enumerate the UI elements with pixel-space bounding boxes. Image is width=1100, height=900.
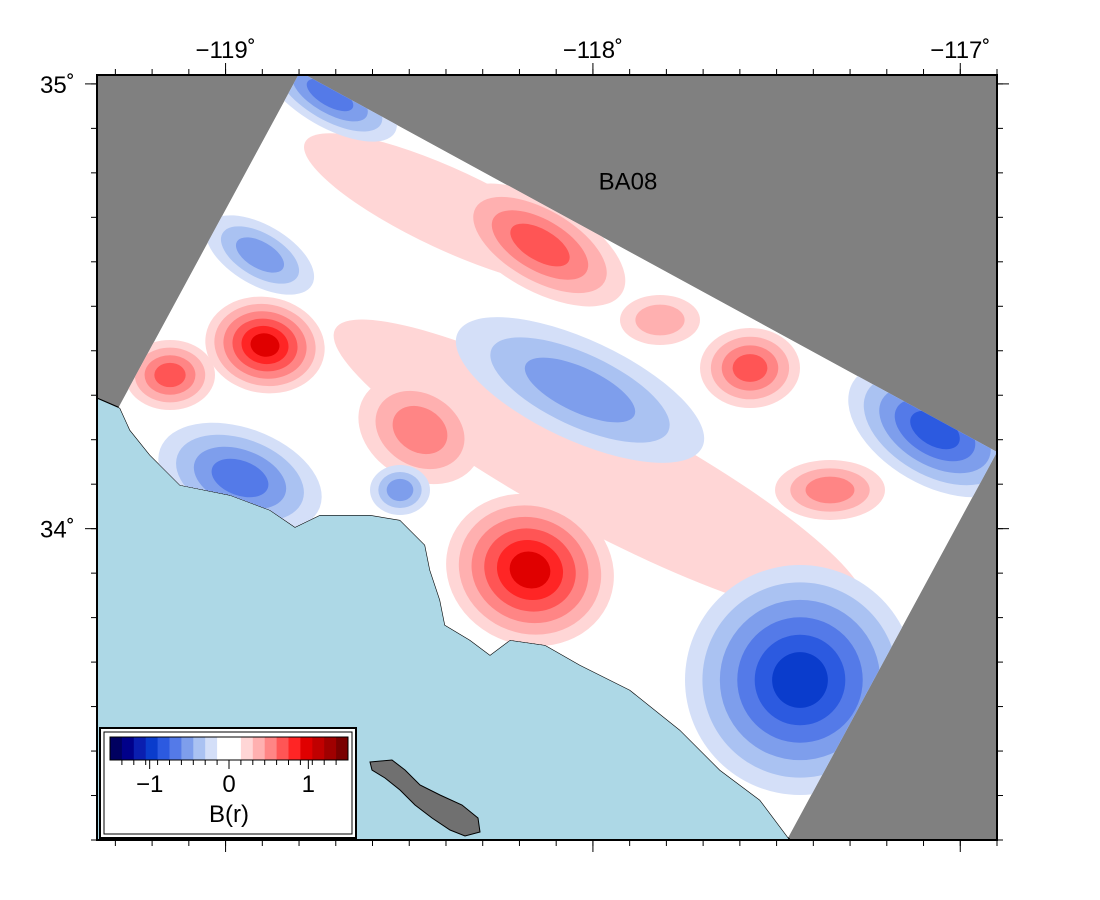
x-tick-label: −118˚ (563, 37, 623, 64)
colorbar-cell (217, 737, 230, 760)
y-tick-label: 34˚ (40, 517, 75, 544)
map-area (97, 75, 997, 840)
colorbar-cell (336, 737, 349, 760)
colorbar-cell (205, 737, 218, 760)
field-contour (510, 223, 570, 267)
field-contour (509, 551, 551, 589)
colorbar-cell (312, 737, 325, 760)
field-contour (235, 237, 285, 273)
field-contour (392, 405, 448, 455)
colorbar-tick-label: 0 (222, 771, 235, 798)
field-contour (250, 333, 280, 357)
colorbar-cell (240, 737, 254, 760)
legend-inner (103, 731, 353, 835)
colorbar-cell (133, 737, 147, 760)
field-contour (635, 304, 685, 336)
colorbar-cell (181, 737, 194, 760)
field-contour (306, 78, 354, 112)
field-contour (732, 354, 768, 382)
field-contour (524, 357, 636, 423)
field-contour (386, 478, 414, 502)
x-tick-label: −117˚ (930, 37, 990, 64)
colorbar-cell (145, 737, 159, 760)
field-contour (772, 652, 828, 708)
colorbar-cell (276, 737, 289, 760)
field-contour (211, 458, 269, 498)
field-contour (805, 476, 855, 504)
island (369, 759, 481, 837)
colorbar-cell (157, 737, 170, 760)
colorbar-cell (110, 737, 123, 760)
y-tick-label: 35˚ (40, 72, 75, 99)
colorbar-cell (324, 737, 337, 760)
x-tick-label: −119˚ (195, 37, 255, 64)
colorbar-cell (264, 737, 278, 760)
colorbar-cell (121, 737, 135, 760)
colorbar-cell (193, 737, 206, 760)
colorbar-cell (300, 737, 313, 760)
colorbar-cell (288, 737, 301, 760)
colorbar-cell (229, 737, 242, 760)
colorbar-cell (169, 737, 182, 760)
frame (96, 74, 998, 841)
colorbar-tick-label: 1 (302, 771, 315, 798)
colorbar-tick-label: −1 (136, 771, 163, 798)
colorbar-cell (252, 737, 266, 760)
map-label: BA08 (599, 168, 658, 195)
field (97, 75, 997, 840)
colorbar-label: B(r) (209, 801, 249, 828)
field-contour (333, 319, 867, 621)
field-contour (154, 362, 186, 388)
